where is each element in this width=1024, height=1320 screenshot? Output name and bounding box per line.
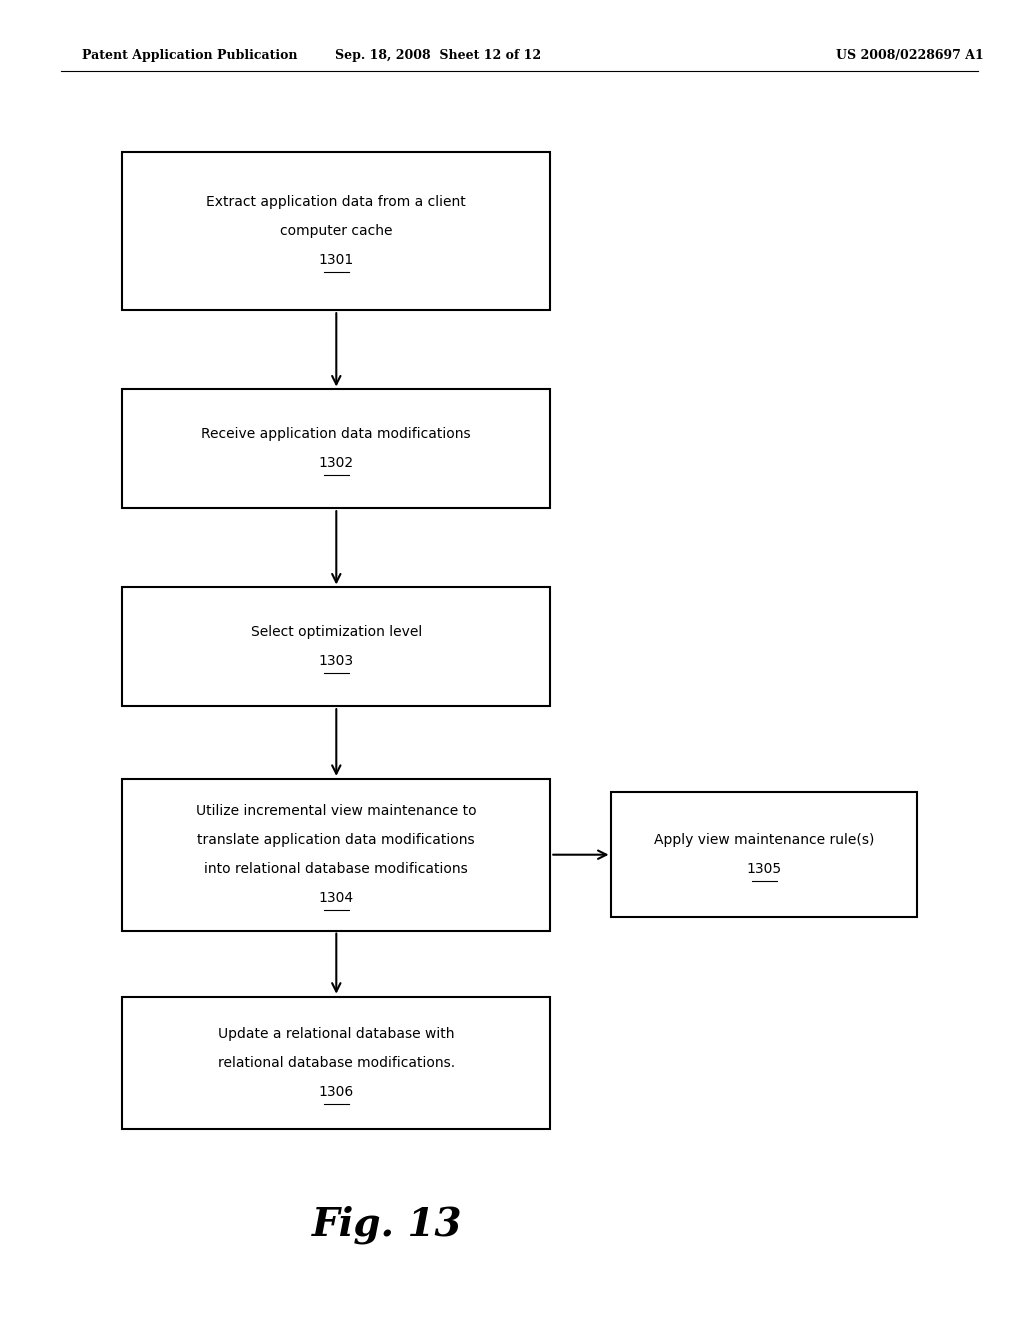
Text: relational database modifications.: relational database modifications. <box>218 1056 455 1069</box>
Text: 1306: 1306 <box>318 1085 354 1098</box>
Text: Update a relational database with: Update a relational database with <box>218 1027 455 1040</box>
Text: 1304: 1304 <box>318 891 354 906</box>
Text: Fig. 13: Fig. 13 <box>312 1205 463 1245</box>
Text: 1301: 1301 <box>318 253 354 267</box>
Text: Patent Application Publication: Patent Application Publication <box>82 49 297 62</box>
Text: Receive application data modifications: Receive application data modifications <box>202 428 471 441</box>
Text: Extract application data from a client: Extract application data from a client <box>207 195 466 209</box>
FancyBboxPatch shape <box>122 779 550 931</box>
Text: 1302: 1302 <box>318 457 354 470</box>
Text: translate application data modifications: translate application data modifications <box>198 833 475 847</box>
Text: 1305: 1305 <box>746 862 782 876</box>
Text: Sep. 18, 2008  Sheet 12 of 12: Sep. 18, 2008 Sheet 12 of 12 <box>335 49 542 62</box>
Text: Select optimization level: Select optimization level <box>251 626 422 639</box>
Text: Utilize incremental view maintenance to: Utilize incremental view maintenance to <box>196 804 476 818</box>
Text: 1303: 1303 <box>318 655 354 668</box>
Text: US 2008/0228697 A1: US 2008/0228697 A1 <box>836 49 983 62</box>
Text: Apply view maintenance rule(s): Apply view maintenance rule(s) <box>654 833 874 847</box>
Text: into relational database modifications: into relational database modifications <box>205 862 468 876</box>
Text: computer cache: computer cache <box>280 224 392 238</box>
FancyBboxPatch shape <box>122 152 550 310</box>
FancyBboxPatch shape <box>122 389 550 508</box>
FancyBboxPatch shape <box>611 792 918 917</box>
FancyBboxPatch shape <box>122 587 550 706</box>
FancyBboxPatch shape <box>122 997 550 1129</box>
